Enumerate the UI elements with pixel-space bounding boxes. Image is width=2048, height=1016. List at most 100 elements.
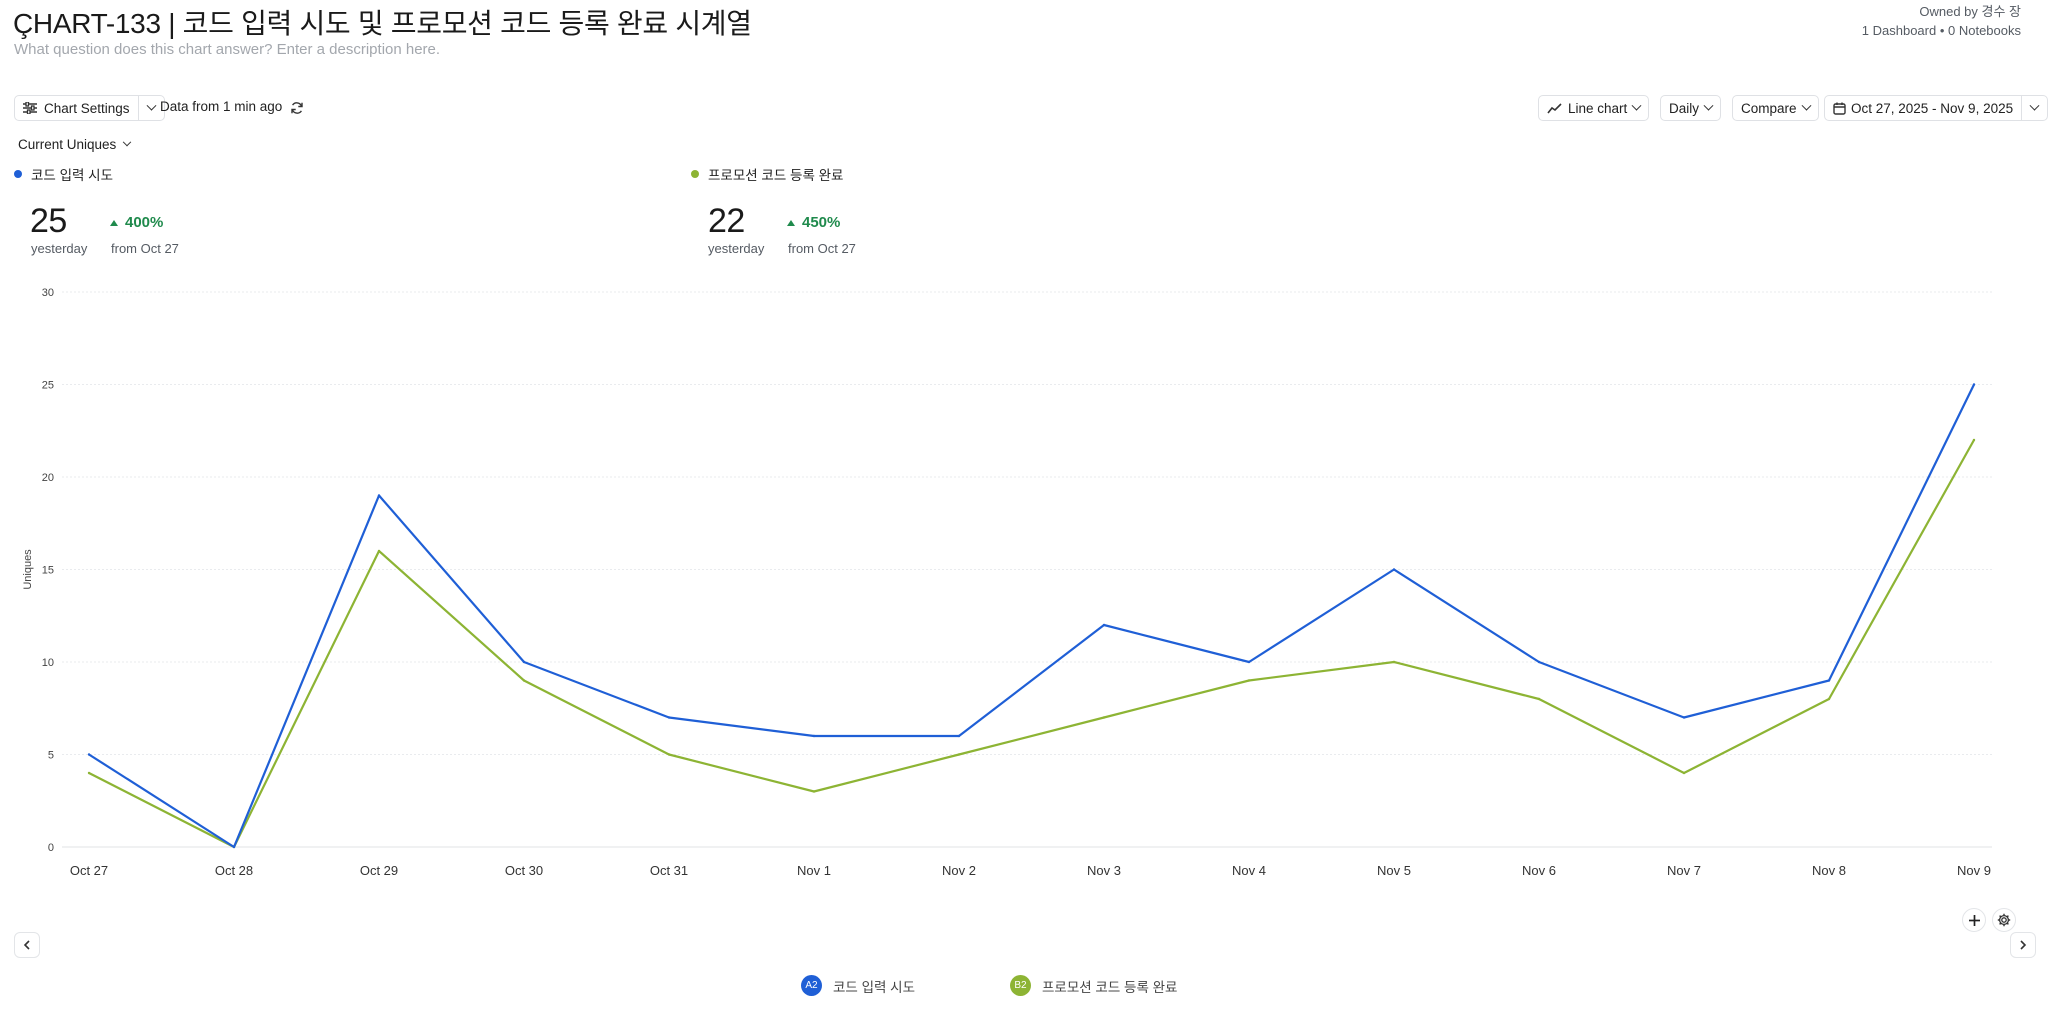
data-point	[1827, 697, 1831, 701]
gear-icon	[1997, 913, 2011, 927]
x-tick-label: Nov 9	[1957, 863, 1991, 878]
chevron-down-icon	[146, 100, 156, 111]
x-tick-label: Oct 29	[360, 863, 398, 878]
metric-select[interactable]: Current Uniques	[18, 137, 132, 152]
x-tick-label: Nov 8	[1812, 863, 1846, 878]
series-name: 코드 입력 시도	[31, 168, 114, 183]
data-point	[667, 753, 671, 756]
data-point	[1102, 716, 1106, 719]
data-freshness: Data from 1 min ago	[160, 99, 283, 114]
legend-item-a[interactable]: A2 코드 입력 시도	[801, 975, 915, 996]
data-point	[522, 660, 526, 664]
arrow-up-icon	[787, 219, 795, 226]
data-point	[232, 845, 236, 849]
data-point	[957, 734, 961, 738]
y-tick-label: 15	[42, 565, 54, 577]
date-range-label: Oct 27, 2025 - Nov 9, 2025	[1851, 100, 2014, 116]
x-tick-label: Nov 5	[1377, 863, 1411, 878]
legend-item-b[interactable]: B2 프로모션 코드 등록 완료	[1010, 975, 1177, 996]
series-a-change: 400%	[110, 214, 163, 231]
series-b-period: yesterday	[708, 241, 765, 256]
date-range-dropdown[interactable]	[2021, 96, 2047, 120]
series-a-change-value: 400%	[125, 214, 164, 231]
x-tick-label: Oct 31	[650, 863, 688, 878]
ownership-info: Owned by 경수 장 1 Dashboard • 0 Notebooks	[1862, 2, 2021, 40]
chevron-down-icon	[1703, 100, 1714, 111]
series-name: 프로모션 코드 등록 완료	[708, 168, 844, 183]
chevron-down-icon	[123, 137, 132, 146]
series-color-dot	[14, 170, 22, 178]
y-tick-label: 25	[42, 380, 54, 392]
data-point	[1392, 568, 1396, 571]
series-header-a[interactable]: 코드 입력 시도	[14, 164, 113, 184]
chevron-down-icon	[2029, 100, 2040, 111]
chart-options-button[interactable]	[1992, 908, 2016, 932]
data-point	[522, 679, 526, 682]
data-point	[1537, 660, 1541, 664]
x-tick-label: Nov 4	[1232, 863, 1266, 878]
chevron-down-icon	[1801, 100, 1811, 111]
arrow-up-icon	[110, 219, 118, 226]
data-point	[1827, 679, 1831, 682]
chart-settings-button[interactable]: Chart Settings	[15, 96, 138, 120]
x-tick-label: Oct 30	[505, 863, 543, 878]
series-b-value: 22	[708, 202, 745, 240]
chart-description-placeholder[interactable]: What question does this chart answer? En…	[14, 41, 441, 58]
usage-label[interactable]: 1 Dashboard • 0 Notebooks	[1861, 23, 2021, 38]
legend-label: 코드 입력 시도	[833, 979, 916, 995]
refresh-icon	[291, 102, 303, 114]
date-range-split-button: Oct 27, 2025 - Nov 9, 2025	[1824, 95, 2048, 121]
chart-type-select[interactable]: Line chart	[1538, 95, 1650, 121]
data-point	[1682, 716, 1686, 719]
series-line	[88, 439, 1975, 849]
series-line	[88, 384, 1975, 849]
y-tick-label: 10	[42, 657, 54, 669]
data-point	[1102, 623, 1106, 627]
data-point	[87, 753, 91, 756]
chart-title[interactable]: ÇHART-133 | 코드 입력 시도 및 프로모션 코드 등록 완료 시계열	[13, 8, 752, 39]
chart-type-label: Line chart	[1568, 100, 1628, 116]
interval-select[interactable]: Daily	[1660, 95, 1722, 121]
compare-select[interactable]: Compare	[1732, 95, 1819, 121]
x-tick-label: Oct 28	[215, 863, 253, 878]
chart-settings-split-button: Chart Settings	[14, 95, 165, 121]
legend-badge: A2	[801, 975, 822, 996]
owner-label: Owned by 경수 장	[1919, 4, 2021, 19]
chevron-down-icon	[1631, 100, 1642, 111]
line-chart[interactable]: 0 5 10 15 20 25 30 Uniques Oct 27 Oct 28 Oct 29 Oct…	[0, 280, 2048, 890]
legend-next-button[interactable]	[2010, 932, 2036, 958]
data-point	[1392, 660, 1396, 664]
legend-label: 프로모션 코드 등록 완료	[1042, 979, 1178, 995]
series-a-period: yesterday	[31, 241, 88, 256]
refresh-button[interactable]	[288, 99, 306, 117]
data-point	[812, 734, 816, 738]
date-range-button[interactable]: Oct 27, 2025 - Nov 9, 2025	[1825, 96, 2021, 120]
legend-prev-button[interactable]	[14, 932, 40, 958]
x-tick-label: Nov 6	[1522, 863, 1556, 878]
chevron-right-icon	[2020, 940, 2027, 950]
y-axis-label: Uniques	[22, 549, 34, 590]
data-point	[812, 790, 816, 793]
data-point	[1247, 679, 1251, 682]
data-point	[1537, 697, 1541, 701]
chart-settings-label: Chart Settings	[44, 100, 130, 116]
data-point	[1972, 438, 1976, 442]
interval-label: Daily	[1669, 100, 1700, 116]
x-tick-label: Oct 27	[70, 863, 108, 878]
y-tick-label: 20	[42, 472, 54, 484]
data-point	[377, 549, 381, 553]
calendar-icon	[1833, 102, 1846, 115]
sliders-icon	[23, 102, 37, 114]
data-point	[1972, 383, 1976, 386]
x-tick-label: Nov 2	[942, 863, 976, 878]
data-point	[667, 716, 671, 719]
series-b-change-value: 450%	[802, 214, 841, 231]
x-tick-label: Nov 3	[1087, 863, 1121, 878]
series-color-dot	[691, 170, 699, 178]
series-a-value: 25	[30, 202, 67, 240]
chart-settings-dropdown[interactable]	[137, 96, 164, 120]
add-annotation-button[interactable]	[1962, 908, 1986, 932]
metric-select-label: Current Uniques	[18, 137, 117, 152]
series-header-b[interactable]: 프로모션 코드 등록 완료	[691, 164, 843, 184]
x-tick-label: Nov 7	[1667, 863, 1701, 878]
